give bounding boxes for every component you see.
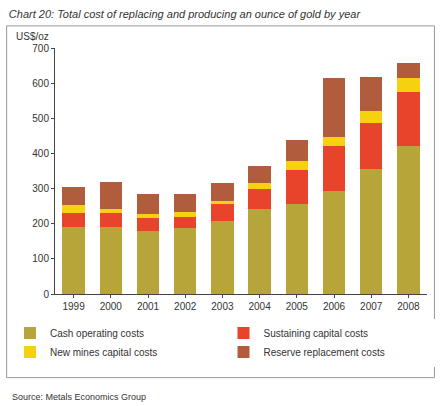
svg-text:2007: 2007 [360, 301, 383, 312]
svg-text:600: 600 [32, 78, 49, 89]
svg-text:300: 300 [32, 183, 49, 194]
svg-text:Chart 20: Total cost of replac: Chart 20: Total cost of replacing and pr… [9, 8, 362, 20]
svg-text:1999: 1999 [62, 301, 85, 312]
svg-text:2003: 2003 [211, 301, 234, 312]
svg-text:US$/oz: US$/oz [16, 31, 49, 42]
svg-text:2002: 2002 [174, 301, 197, 312]
svg-text:400: 400 [32, 148, 49, 159]
svg-text:2001: 2001 [137, 301, 160, 312]
svg-text:2000: 2000 [100, 301, 123, 312]
svg-text:Source: Metals Economics Group: Source: Metals Economics Group [12, 392, 146, 402]
svg-text:2005: 2005 [286, 301, 309, 312]
svg-text:Cash operating costs: Cash operating costs [50, 328, 144, 339]
svg-text:Sustaining capital costs: Sustaining capital costs [264, 328, 369, 339]
svg-text:0: 0 [43, 289, 49, 300]
svg-text:2006: 2006 [323, 301, 346, 312]
svg-text:2008: 2008 [397, 301, 420, 312]
svg-text:700: 700 [32, 43, 49, 54]
svg-text:100: 100 [32, 253, 49, 264]
svg-text:500: 500 [32, 113, 49, 124]
svg-text:New mines capital costs: New mines capital costs [50, 347, 157, 358]
svg-text:2004: 2004 [248, 301, 271, 312]
svg-text:200: 200 [32, 218, 49, 229]
svg-text:Reserve replacement costs: Reserve replacement costs [264, 347, 385, 358]
